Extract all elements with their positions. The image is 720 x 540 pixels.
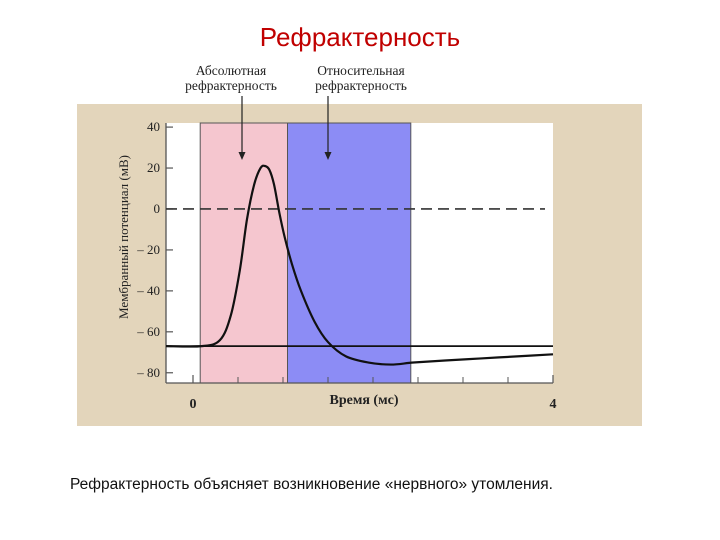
x-tick-label-1: 4 bbox=[550, 397, 557, 412]
y-tick-label-5: – 60 bbox=[136, 324, 160, 339]
relative-refractory-arrow-head bbox=[324, 152, 332, 160]
x-axis-label: Время (мс) bbox=[329, 393, 398, 408]
slide-title: Рефрактерность bbox=[259, 22, 461, 52]
slide-caption: Рефрактерность объясняет возникновение «… bbox=[70, 476, 553, 493]
absolute-refractory-label-line2: рефрактерность bbox=[185, 78, 277, 93]
action-potential-curve bbox=[165, 164, 554, 366]
y-tick-label-6: – 80 bbox=[136, 365, 160, 380]
relative-refractory-label-line1: Относительная bbox=[317, 63, 405, 78]
refractory-region-1 bbox=[287, 122, 412, 384]
refractory-region-0 bbox=[199, 122, 288, 384]
relative-refractory-label: Относительная рефрактерность bbox=[298, 63, 424, 93]
absolute-refractory-label-line1: Абсолютная bbox=[195, 63, 267, 78]
absolute-refractory-arrow-head bbox=[238, 152, 246, 160]
y-axis-label: Мембранный потенциал (мВ) bbox=[116, 155, 131, 319]
y-tick-label-0: 40 bbox=[147, 119, 160, 134]
x-tick-label-0: 0 bbox=[190, 397, 197, 412]
y-tick-label-2: 0 bbox=[154, 201, 161, 216]
y-tick-label-4: – 40 bbox=[136, 283, 160, 298]
y-tick-label-3: – 20 bbox=[136, 242, 160, 257]
relative-refractory-label-line2: рефрактерность bbox=[315, 78, 407, 93]
absolute-refractory-label: Абсолютная рефрактерность bbox=[172, 63, 290, 93]
y-tick-label-1: 20 bbox=[147, 160, 160, 175]
